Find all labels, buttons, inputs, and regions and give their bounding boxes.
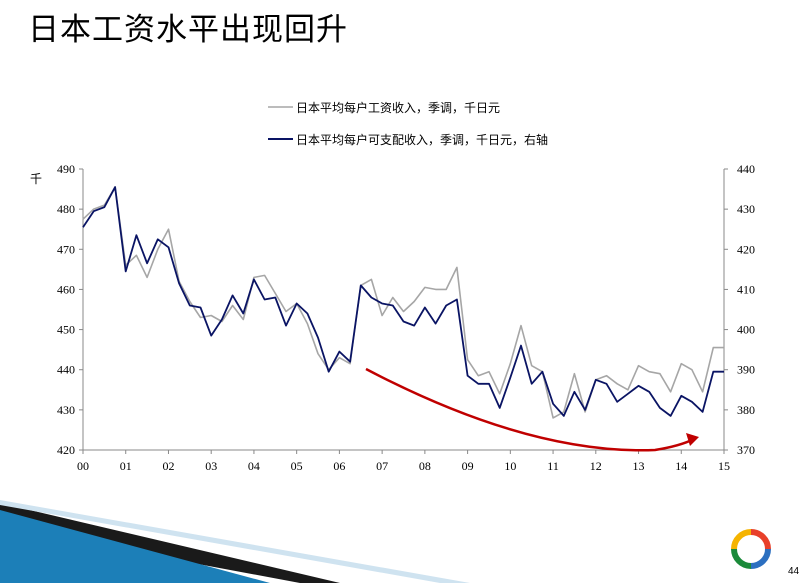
arrowhead-icon xyxy=(686,433,699,446)
y2-tick-label: 410 xyxy=(737,282,755,296)
swoosh-light-band xyxy=(0,500,470,583)
x-tick-label: 01 xyxy=(120,459,132,473)
y2-tick-label: 390 xyxy=(737,363,755,377)
slide-title: 日本工资水平出现回升 xyxy=(28,12,348,48)
x-tick-label: 11 xyxy=(547,459,559,473)
y2-tick-label: 400 xyxy=(737,323,755,337)
y-tick-label: 430 xyxy=(57,403,75,417)
curved-arrow-icon xyxy=(365,367,695,452)
y-tick-label: 490 xyxy=(57,162,75,176)
legend-label-navy: 日本平均每户可支配收入，季调，千日元，右轴 xyxy=(296,132,548,147)
x-tick-label: 14 xyxy=(675,459,687,473)
y-axis-unit-label: 千 xyxy=(30,172,42,186)
page-number: 44 xyxy=(788,566,800,577)
y2-tick-label: 420 xyxy=(737,242,755,256)
x-tick-label: 12 xyxy=(590,459,602,473)
x-tick-label: 09 xyxy=(462,459,474,473)
legend-label-gray: 日本平均每户工资收入，季调，千日元 xyxy=(296,100,500,115)
x-tick-label: 04 xyxy=(248,459,260,473)
x-tick-label: 05 xyxy=(291,459,303,473)
y-tick-label: 450 xyxy=(57,323,75,337)
y-tick-label: 420 xyxy=(57,443,75,457)
x-tick-label: 08 xyxy=(419,459,431,473)
corner-swoosh-graphic xyxy=(0,500,470,583)
x-tick-label: 15 xyxy=(718,459,730,473)
x-tick-label: 10 xyxy=(504,459,516,473)
series-line-wage-income xyxy=(82,186,724,419)
series-layer xyxy=(82,186,724,419)
swoosh-blue-band xyxy=(0,510,270,583)
axes: 420 430 440 450 460 470 480 490 370 380 390 400 410 4… xyxy=(57,162,755,473)
legend: 日本平均每户工资收入，季调，千日元 日本平均每户可支配收入，季调，千日元，右轴 xyxy=(268,100,548,147)
swoosh-dark-band xyxy=(0,503,340,583)
x-tick-label: 02 xyxy=(162,459,174,473)
x-tick-label: 13 xyxy=(633,459,645,473)
y-tick-label: 460 xyxy=(57,282,75,296)
x-tick-label: 06 xyxy=(333,459,345,473)
y-tick-label: 480 xyxy=(57,202,75,216)
x-tick-label: 03 xyxy=(205,459,217,473)
y2-tick-label: 440 xyxy=(737,162,755,176)
y2-tick-label: 380 xyxy=(737,403,755,417)
y2-tick-label: 430 xyxy=(737,202,755,216)
x-tick-label: 07 xyxy=(376,459,388,473)
series-line-disposable-income xyxy=(82,186,724,417)
y-tick-label: 440 xyxy=(57,363,75,377)
ring-logo-icon xyxy=(731,529,771,569)
y-tick-label: 470 xyxy=(57,242,75,256)
curved-arrow-annotation xyxy=(365,367,699,452)
y2-tick-label: 370 xyxy=(737,443,755,457)
x-tick-label: 00 xyxy=(77,459,89,473)
